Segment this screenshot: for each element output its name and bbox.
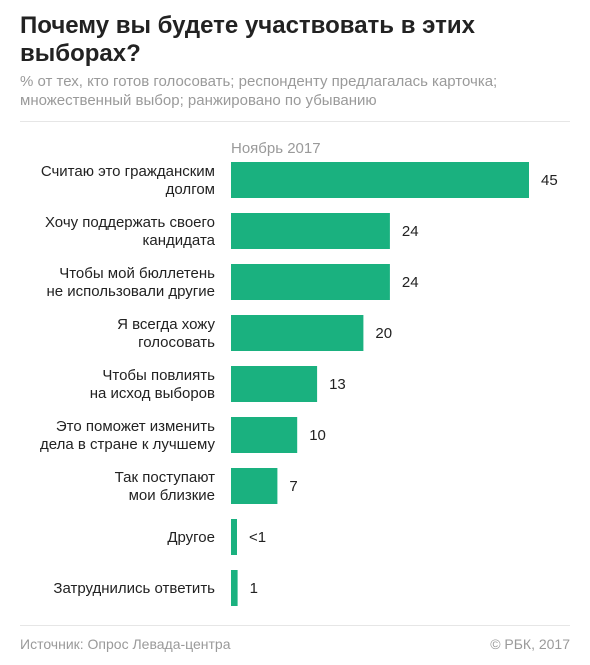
category-label: Считаю это гражданским <box>41 163 215 180</box>
category-label: Затруднились ответить <box>53 580 215 597</box>
category-label: долгом <box>166 181 215 198</box>
category-label: на исход выборов <box>90 385 215 402</box>
category-label: кандидата <box>143 232 216 249</box>
category-label: Так поступают <box>115 469 215 486</box>
copyright-note: © РБК, 2017 <box>490 636 570 652</box>
category-label: Другое <box>167 529 215 546</box>
category-label: Чтобы мой бюллетень <box>59 265 215 282</box>
bar <box>231 570 238 606</box>
category-label: Это поможет изменить <box>56 418 215 435</box>
value-label: 20 <box>375 325 392 342</box>
bar-chart: Ноябрь 2017 45 Считаю это гражданскимдолго… <box>40 140 558 606</box>
bar <box>231 162 529 198</box>
value-label: 24 <box>402 223 419 240</box>
category-label: Я всегда хожу <box>117 316 215 333</box>
chart-subtitle: % от тех, кто готов голосовать; респонде… <box>20 73 498 109</box>
bar <box>231 468 278 504</box>
bar <box>231 417 298 453</box>
bottom-divider <box>20 625 570 626</box>
value-label: 45 <box>541 172 558 189</box>
value-label: <1 <box>249 529 266 546</box>
bar <box>231 366 318 402</box>
category-label: голосовать <box>138 334 215 351</box>
chart-title: Почему вы будете участвовать в этих выбо… <box>20 12 475 67</box>
bar <box>231 519 237 555</box>
bar <box>231 264 390 300</box>
bar <box>231 213 390 249</box>
category-label: дела в стране к лучшему <box>40 436 215 453</box>
bar <box>231 315 364 351</box>
category-label: мои близкие <box>129 487 215 504</box>
category-label: не использовали другие <box>47 283 216 300</box>
value-label: 1 <box>250 580 258 597</box>
source-note: Источник: Опрос Левада-центра <box>20 636 231 652</box>
value-label: 7 <box>289 478 297 495</box>
category-label: Хочу поддержать своего <box>45 214 215 231</box>
value-label: 24 <box>402 274 419 291</box>
series-label: Ноябрь 2017 <box>231 140 321 157</box>
top-divider <box>20 121 570 122</box>
value-label: 13 <box>329 376 346 393</box>
category-label: Чтобы повлиять <box>102 367 215 384</box>
value-label: 10 <box>309 427 326 444</box>
